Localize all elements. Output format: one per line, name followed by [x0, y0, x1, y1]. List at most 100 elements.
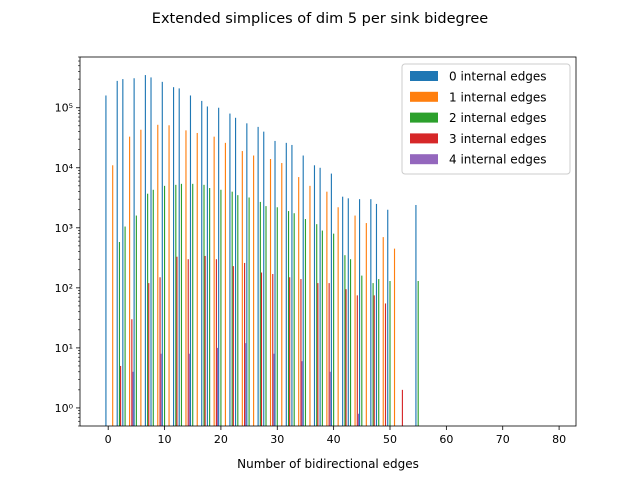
series-4 — [132, 343, 359, 426]
bar — [328, 283, 330, 426]
y-tick-label: 10⁴ — [55, 162, 74, 175]
bar — [218, 107, 220, 427]
axes-layer: 0 10 20 30 40 50 60 70 80 10⁰ 10¹ 10² 10³ 10⁴ 10⁵ — [55, 56, 577, 446]
bar — [259, 201, 261, 426]
y-tick-label: 10¹ — [55, 342, 73, 355]
bar — [389, 281, 391, 426]
bar — [118, 242, 121, 426]
x-tick-label: 10 — [158, 433, 172, 446]
bar — [354, 215, 356, 426]
bar — [263, 131, 265, 426]
legend-label: 4 internal edges — [449, 153, 547, 167]
bar — [273, 353, 275, 426]
bar — [319, 167, 321, 426]
bar — [192, 183, 194, 426]
bar — [241, 151, 243, 427]
chart-title: Extended simplices of dim 5 per sink bid… — [152, 11, 488, 27]
bar — [260, 272, 263, 426]
x-tick-label: 70 — [496, 433, 510, 446]
x-tick-label: 40 — [327, 433, 341, 446]
bar — [232, 266, 234, 426]
bar — [180, 183, 183, 426]
x-tick-label: 80 — [552, 433, 566, 446]
bar — [313, 165, 316, 427]
bar — [132, 371, 134, 426]
bar — [287, 211, 290, 426]
bar — [246, 123, 248, 426]
bar — [133, 78, 135, 427]
x-axis-label: Number of bidirectional edges — [237, 457, 419, 471]
x-tick-label: 50 — [383, 433, 397, 446]
bar — [359, 199, 361, 426]
bar — [415, 204, 417, 426]
bar — [342, 196, 344, 426]
bar — [333, 233, 335, 426]
bar — [187, 259, 189, 426]
bar — [345, 289, 347, 426]
bar — [300, 279, 302, 426]
bar — [356, 295, 358, 426]
legend-swatch — [410, 154, 438, 165]
bar — [173, 87, 175, 427]
bar — [387, 209, 389, 426]
x-tick-label: 60 — [439, 433, 453, 446]
bar — [144, 75, 146, 426]
bar — [301, 361, 303, 426]
bar — [203, 184, 205, 426]
bar — [168, 125, 170, 426]
bar — [329, 371, 331, 426]
bar — [281, 163, 283, 426]
bar — [285, 142, 287, 427]
y-tick-label: 10⁰ — [55, 402, 74, 415]
bar — [317, 283, 319, 426]
bar — [206, 106, 208, 426]
bar — [147, 193, 149, 426]
bar — [337, 207, 339, 426]
bar — [309, 185, 311, 426]
bars-layer — [105, 75, 419, 427]
bar — [347, 198, 349, 426]
bar — [370, 199, 372, 426]
bar — [196, 132, 198, 426]
bar — [365, 223, 367, 426]
bar — [201, 100, 203, 427]
bar — [361, 275, 363, 426]
bar — [152, 189, 154, 426]
bar — [189, 95, 192, 426]
bar — [244, 262, 246, 426]
y-tick-label: 10⁵ — [55, 102, 73, 115]
bar — [253, 155, 255, 426]
bar — [161, 81, 163, 426]
bar — [122, 79, 124, 426]
bar — [188, 353, 190, 426]
bar — [269, 159, 272, 426]
bar — [157, 124, 159, 426]
bar — [378, 279, 380, 426]
bar — [265, 206, 267, 426]
axes-frame — [79, 56, 577, 427]
bar — [344, 255, 346, 426]
bar — [357, 413, 359, 426]
y-tick-label: 10² — [55, 282, 73, 295]
bar — [302, 155, 304, 426]
bar — [229, 113, 231, 426]
bar — [135, 215, 137, 426]
bar — [293, 213, 295, 426]
bar — [216, 347, 219, 426]
bar — [289, 277, 291, 426]
legend-label: 0 internal edges — [449, 70, 547, 84]
bar — [372, 283, 374, 426]
bar — [298, 177, 300, 426]
x-tick-label: 0 — [105, 433, 112, 446]
bar — [245, 343, 247, 426]
legend-box — [401, 63, 571, 175]
bar — [112, 165, 114, 427]
bar — [257, 126, 259, 426]
bar — [349, 259, 352, 426]
bar — [384, 303, 387, 426]
bar — [116, 80, 118, 426]
bar — [105, 95, 107, 426]
bar — [185, 130, 187, 427]
bar — [235, 117, 237, 426]
bar — [209, 188, 211, 426]
